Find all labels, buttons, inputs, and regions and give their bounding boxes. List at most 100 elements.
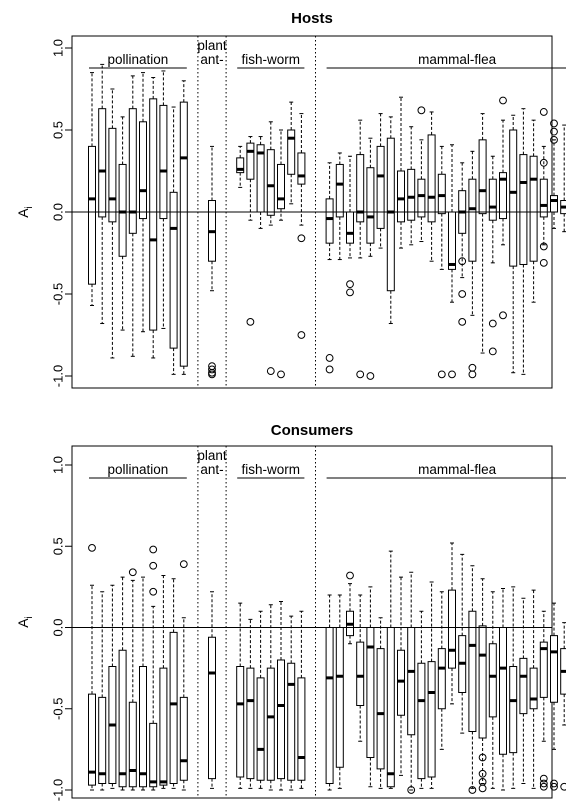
iqr-box [335, 163, 344, 218]
iqr-box [169, 191, 178, 349]
outlier-point [366, 372, 375, 380]
boxplot [488, 591, 497, 789]
boxplot [417, 106, 426, 243]
panel-consumers: Consumers Ai -1.0 -0.5 0.0 0.5 1.0 pollinati… [15, 422, 566, 801]
outlier-point [458, 257, 467, 266]
outlier-point [478, 753, 487, 762]
boxplot [386, 116, 395, 325]
outlier-point [468, 363, 477, 372]
y-axis-label: Ai [15, 206, 35, 218]
outlier-point [448, 370, 456, 379]
boxplot [169, 106, 178, 375]
outlier-point [325, 365, 334, 374]
iqr-box [236, 666, 245, 778]
iqr-box [539, 641, 548, 698]
boxplot [277, 601, 285, 791]
outlier-point [488, 347, 497, 356]
boxplot [179, 560, 188, 791]
iqr-box [88, 145, 96, 285]
boxplot [139, 72, 147, 333]
outlier-point [297, 331, 306, 339]
panel-title: Consumers [271, 422, 354, 439]
iqr-box [108, 127, 117, 223]
y-tick-label: 0.5 [51, 537, 66, 555]
iqr-box [246, 142, 255, 180]
iqr-box [529, 667, 538, 710]
outlier-point [539, 242, 548, 251]
boxplot [325, 162, 334, 374]
boxplot [108, 88, 117, 359]
outlier-point [478, 784, 487, 793]
iqr-box [356, 641, 365, 706]
iqr-box [539, 178, 548, 218]
iqr-box [287, 662, 296, 781]
boxplot [376, 113, 385, 249]
iqr-box [277, 659, 285, 780]
iqr-box [550, 635, 558, 703]
boxplot [346, 155, 354, 297]
iqr-box [297, 152, 306, 185]
panel-title: Hosts [291, 10, 333, 27]
boxplot [139, 576, 147, 791]
iqr-box [297, 677, 306, 781]
boxplot [297, 610, 306, 789]
outlier-point [478, 769, 487, 778]
boxplot [266, 121, 275, 375]
boxplot [159, 575, 168, 789]
outlier-point [458, 317, 467, 326]
outlier-point [149, 561, 158, 570]
outlier-point [346, 571, 354, 580]
outlier-point [539, 774, 548, 783]
boxplot [118, 576, 127, 791]
boxplot [458, 162, 467, 326]
outlier-point [458, 290, 467, 298]
iqr-box [499, 172, 507, 220]
iqr-box [149, 722, 158, 788]
boxplots [88, 63, 566, 380]
boxplot [499, 96, 507, 320]
iqr-box [356, 154, 365, 223]
boxplot [88, 543, 96, 791]
boxplot [287, 615, 296, 791]
group-label: ant- [200, 462, 223, 477]
boxplot [366, 137, 375, 380]
group-label: plant [197, 38, 227, 53]
y-tick-label: -0.5 [51, 698, 66, 720]
iqr-box [529, 155, 538, 262]
iqr-box [118, 163, 127, 257]
iqr-box [335, 627, 344, 768]
iqr-box [427, 134, 436, 223]
boxplot [169, 578, 178, 789]
iqr-box [519, 657, 528, 715]
boxplot [448, 542, 456, 705]
boxplot [427, 581, 436, 789]
iqr-box [266, 667, 275, 781]
outlier-point [550, 127, 558, 136]
group-separators [197, 446, 316, 798]
boxplot [98, 63, 107, 325]
iqr-box [277, 163, 285, 210]
boxplot [335, 594, 344, 789]
y-tick-label: 0.0 [51, 203, 66, 221]
boxplot [366, 586, 375, 788]
outlier-point [539, 782, 548, 791]
iqr-box [118, 649, 127, 788]
iqr-box [407, 627, 416, 736]
panel-hosts: Hosts Ai -1.0 -0.5 0.0 0.5 1.0 pollination pl… [15, 10, 566, 389]
boxplot [356, 594, 365, 742]
boxplot [376, 617, 385, 789]
iqr-box [448, 589, 456, 669]
y-axis-label-subscript: i [24, 206, 35, 208]
boxplot [208, 591, 216, 789]
outlier-point [550, 135, 558, 144]
iqr-box [427, 661, 436, 778]
boxplot [519, 597, 528, 784]
boxplot [356, 119, 365, 379]
y-tick-label: 0.5 [51, 121, 66, 139]
iqr-box [139, 666, 147, 788]
boxplot [560, 124, 566, 233]
boxplot [539, 108, 548, 267]
iqr-box [509, 666, 518, 754]
boxplot [108, 584, 117, 789]
outlier-point [499, 96, 507, 105]
